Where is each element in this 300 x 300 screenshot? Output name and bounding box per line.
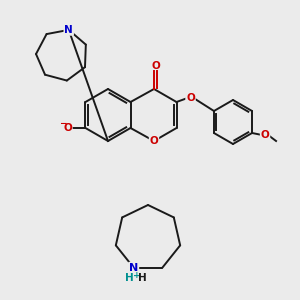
Text: −: − (59, 118, 66, 127)
Text: O: O (151, 61, 160, 71)
Text: O: O (261, 130, 269, 140)
Text: N: N (129, 263, 138, 273)
Text: O: O (186, 93, 195, 103)
Text: O: O (150, 136, 158, 146)
Text: N: N (64, 25, 73, 35)
Text: H: H (125, 273, 134, 283)
Text: H: H (138, 273, 147, 283)
Text: O: O (63, 123, 72, 133)
Text: +: + (133, 271, 140, 280)
